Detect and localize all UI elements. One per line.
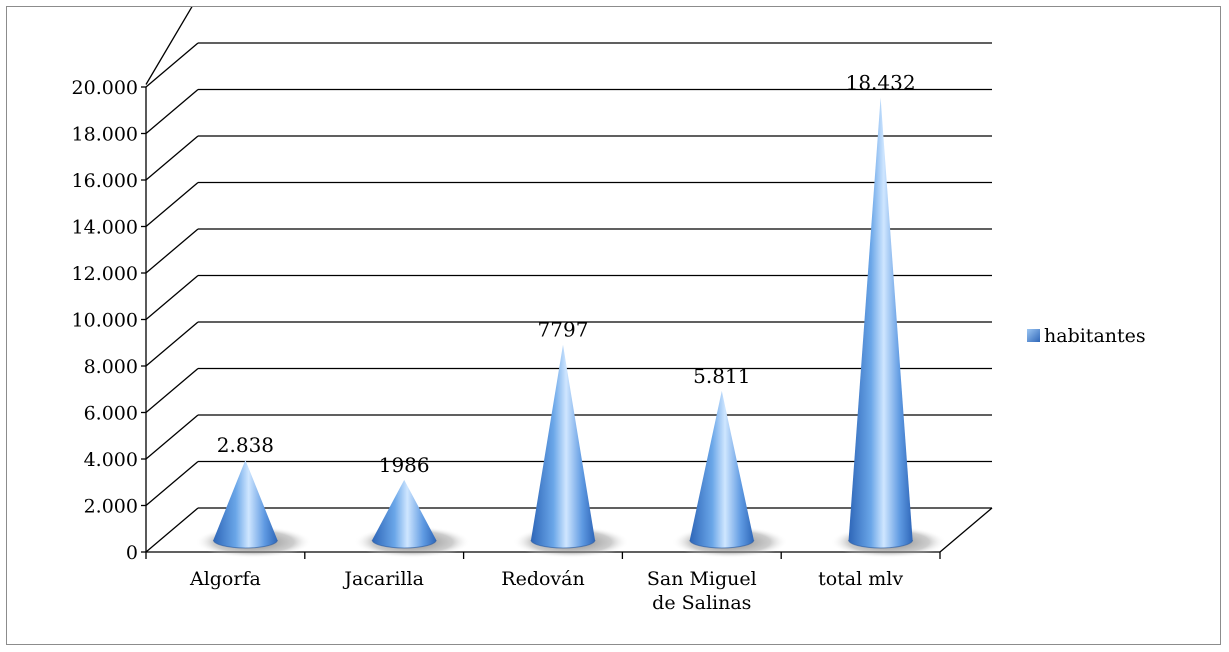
cone-body	[689, 390, 754, 548]
gridline-side	[145, 89, 199, 134]
data-label: 7797	[538, 318, 589, 342]
cone-base-rim	[848, 539, 914, 549]
cone-body	[213, 460, 278, 548]
y-tick-label: 18.000	[72, 124, 138, 146]
legend-swatch-habitantes	[1027, 329, 1040, 342]
cone-bar	[212, 460, 278, 549]
y-tick-label: 20.000	[72, 77, 138, 99]
x-category-label: Jacarilla	[342, 568, 424, 590]
gridline-side	[145, 135, 199, 181]
cone-base-rim	[371, 539, 437, 549]
gridline-side	[145, 461, 199, 506]
gridline-side	[145, 507, 199, 553]
cone-chart: 0 2.000 4.000 6.000 8.000 10.000 12.000 14.000 1…	[72, 7, 1146, 614]
y-axis-ticks: 0 2.000 4.000 6.000 8.000 10.000 12.000 14.000 1…	[72, 77, 138, 564]
gridline-side	[145, 321, 199, 367]
y-tick-label: 0	[126, 542, 138, 564]
cone-base-rim	[212, 539, 278, 549]
cone-base-rim	[530, 539, 596, 549]
gridline-side-top	[145, 7, 193, 85]
x-category-label: San Miguel	[647, 568, 757, 590]
chart-frame: 0 2.000 4.000 6.000 8.000 10.000 12.000 14.000 1…	[6, 6, 1221, 645]
x-category-label: Algorfa	[189, 568, 261, 590]
y-tick-label: 8.000	[84, 356, 138, 378]
cone-bar	[530, 344, 596, 549]
y-tick-label: 6.000	[84, 403, 138, 425]
y-tick-label: 2.000	[84, 496, 138, 518]
y-tick-label: 4.000	[84, 449, 138, 471]
cone-bars	[212, 97, 914, 549]
data-label: 2.838	[217, 433, 274, 457]
cone-bar	[371, 479, 437, 549]
gridline-side	[145, 182, 199, 227]
y-tick-label: 16.000	[72, 170, 138, 192]
y-tick-label: 10.000	[72, 310, 138, 332]
cone-bar	[689, 390, 755, 549]
gridline-side	[145, 275, 199, 320]
cone-body	[372, 479, 437, 548]
data-labels: 2.838 1986 7797 5.811 18.432	[217, 70, 916, 476]
cone-body	[848, 97, 913, 549]
data-label: 5.811	[693, 364, 750, 388]
data-label: 18.432	[846, 70, 916, 94]
cone-bar	[848, 97, 914, 549]
gridline-side	[145, 42, 199, 88]
data-label: 1986	[379, 453, 430, 477]
x-category-label: Redován	[501, 568, 584, 590]
cone-base-rim	[689, 539, 755, 549]
y-tick-label: 12.000	[72, 263, 138, 285]
gridline-side	[145, 368, 199, 413]
gridlines	[145, 7, 992, 553]
y-tick-label: 14.000	[72, 217, 138, 239]
x-category-label: de Salinas	[652, 592, 751, 614]
x-category-label: total mlv	[818, 568, 903, 590]
gridline-side	[145, 414, 199, 460]
legend: habitantes	[1027, 325, 1146, 347]
legend-label-habitantes: habitantes	[1044, 325, 1146, 347]
cone-body	[531, 344, 595, 548]
floor-edge	[939, 507, 993, 553]
gridline-side	[145, 228, 199, 274]
